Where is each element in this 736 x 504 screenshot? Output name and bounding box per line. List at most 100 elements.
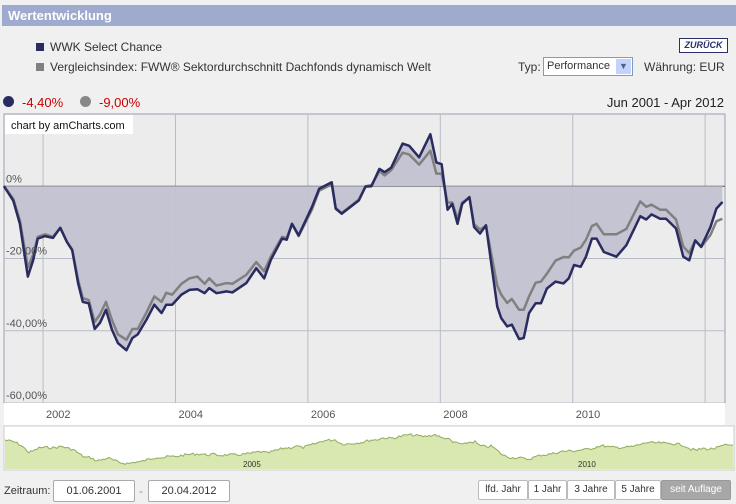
fund-point	[441, 163, 443, 165]
fund-point	[204, 292, 206, 294]
type-select[interactable]: Performance ▼	[543, 57, 633, 76]
y-tick-label: -20,00%	[6, 246, 47, 258]
fund-point	[540, 302, 542, 304]
fund-point	[468, 196, 471, 198]
fund-point	[82, 301, 84, 303]
period-button[interactable]: 3 Jahre	[567, 480, 615, 500]
section-title: Wertentwicklung	[8, 8, 112, 23]
fund-point	[435, 161, 437, 164]
fund-point	[105, 309, 107, 311]
fund-point	[131, 337, 134, 339]
fund-point	[255, 267, 257, 269]
fund-point	[341, 213, 343, 215]
period-button[interactable]: lfd. Jahr	[478, 480, 528, 500]
fund-point	[160, 312, 163, 314]
fund-point	[281, 238, 283, 240]
fund-point	[650, 213, 653, 216]
chevron-down-icon[interactable]: ▼	[616, 59, 631, 74]
fund-point	[456, 223, 459, 225]
fund-point	[358, 199, 360, 201]
fund-point	[153, 304, 155, 306]
navigator-area	[5, 433, 733, 469]
currency-label: Währung: EUR	[644, 60, 725, 74]
credit-box	[5, 115, 133, 134]
fund-point	[451, 203, 453, 205]
legend-item-benchmark: Vergleichsindex: FWW® Sektordurchschnitt…	[36, 60, 431, 74]
x-tick-label: 2002	[46, 409, 70, 421]
fund-point	[99, 322, 101, 324]
period-button[interactable]: 5 Jahre	[615, 480, 661, 500]
fund-point	[52, 237, 54, 239]
y-tick-label: -60,00%	[6, 390, 47, 402]
fund-point	[682, 256, 684, 258]
fund-point	[286, 239, 288, 241]
fund-point	[461, 203, 463, 205]
fund-point	[408, 145, 410, 147]
x-tick-label: 2008	[443, 409, 467, 421]
date-range: Jun 2001 - Apr 2012	[606, 95, 724, 110]
fund-point	[215, 292, 218, 294]
fund-point	[208, 287, 210, 289]
fund-point	[44, 235, 46, 237]
period-button[interactable]: seit Auflage	[661, 480, 731, 500]
period-button[interactable]: 1 Jahr	[528, 480, 567, 500]
fund-point	[535, 302, 537, 304]
fund-point	[171, 304, 173, 306]
fund-point	[418, 156, 420, 158]
fund-point	[528, 312, 530, 314]
x-tick-label: 2004	[178, 409, 202, 421]
fund-point	[298, 234, 300, 236]
fund-point	[59, 227, 61, 229]
from-date-input[interactable]: 01.06.2001	[53, 480, 135, 502]
fund-point	[37, 238, 39, 240]
fund-point	[591, 238, 593, 240]
fund-point	[311, 206, 313, 208]
fund-point	[71, 249, 73, 251]
fund-point	[675, 227, 677, 230]
navigator-line	[4, 433, 733, 465]
fund-point	[715, 208, 717, 210]
fund-point	[94, 328, 96, 330]
y-tick-label: 0%	[6, 173, 22, 185]
x-tick-label: 2006	[311, 409, 335, 421]
square-icon	[36, 43, 44, 51]
fund-dot-icon	[3, 96, 14, 107]
fund-point	[665, 218, 667, 220]
fund-point	[709, 226, 712, 228]
to-date-input[interactable]: 20.04.2012	[148, 480, 230, 502]
legend-item-fund: WWK Select Chance	[36, 40, 162, 54]
fund-point	[523, 337, 525, 339]
fund-point	[580, 266, 582, 268]
back-button[interactable]: ZURÜCK	[679, 38, 728, 53]
fund-point	[291, 223, 293, 225]
fund-point	[117, 342, 119, 344]
x-axis-strip	[4, 403, 725, 425]
fund-point	[145, 319, 147, 321]
fund-point	[384, 171, 386, 173]
navigator-year-label: 2005	[243, 460, 261, 469]
fund-point	[188, 289, 190, 291]
fund-point	[270, 259, 272, 261]
fund-performance: -4,40%	[22, 95, 64, 110]
fund-point	[554, 281, 557, 283]
fund-point	[721, 201, 723, 203]
fund-point	[573, 264, 575, 266]
fund-point	[263, 277, 265, 279]
fund-point	[700, 246, 702, 248]
fund-point	[595, 238, 598, 240]
benchmark-dot-icon	[80, 96, 91, 107]
fund-point	[585, 256, 587, 258]
fund-point	[485, 224, 487, 226]
benchmark-performance: -9,00%	[99, 95, 141, 110]
fund-point	[66, 241, 68, 243]
fund-point	[546, 287, 548, 290]
fund-point	[137, 333, 139, 335]
fund-point	[603, 251, 605, 253]
fund-point	[496, 305, 498, 308]
fund-point	[125, 349, 128, 351]
fund-point	[659, 218, 661, 220]
fund-point	[518, 338, 520, 340]
fund-point	[390, 166, 392, 169]
fund-point	[180, 294, 183, 296]
